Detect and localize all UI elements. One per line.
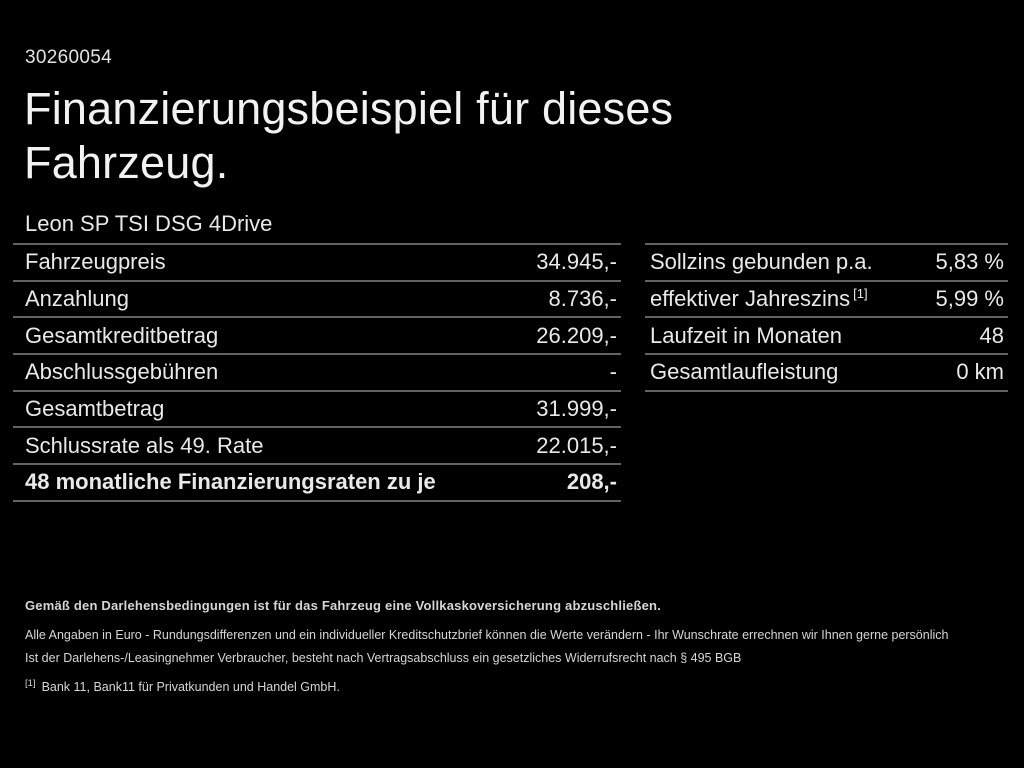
condition-row-effektiver-jahreszins: effektiver Jahreszins [1] 5,99 % xyxy=(645,279,1008,317)
finance-row-schlussrate: Schlussrate als 49. Rate 22.015,- xyxy=(13,426,621,463)
row-value: 5,99 % xyxy=(935,286,1005,312)
row-value: 48 xyxy=(979,322,1004,348)
row-value: 8.736,- xyxy=(548,286,618,312)
row-label: Gesamtlaufleistung xyxy=(650,359,839,385)
row-label: 48 monatliche Finanzierungsraten zu je xyxy=(25,469,436,495)
row-label: Abschlussgebühren xyxy=(25,359,219,385)
insurance-note: Gemäß den Darlehensbedingungen ist für d… xyxy=(25,598,662,613)
disclaimer-line-2: Ist der Darlehens-/Leasingnehmer Verbrau… xyxy=(25,651,742,665)
condition-row-sollzins: Sollzins gebunden p.a. 5,83 % xyxy=(645,243,1008,280)
condition-row-gesamtlaufleistung: Gesamtlaufleistung 0 km xyxy=(645,353,1008,390)
row-value: 34.945,- xyxy=(536,249,617,275)
row-label: Fahrzeugpreis xyxy=(25,249,166,275)
row-label: effektiver Jahreszins [1] xyxy=(650,285,868,312)
document-number: 30260054 xyxy=(25,47,112,68)
row-label: Laufzeit in Monaten xyxy=(650,322,843,348)
row-value: 22.015,- xyxy=(536,432,617,458)
footnote-reference-marker: [1] xyxy=(853,285,868,301)
row-label: Gesamtbetrag xyxy=(25,396,165,422)
finance-table: Fahrzeugpreis 34.945,- Anzahlung 8.736,-… xyxy=(13,243,621,502)
finance-row-monatsrate: 48 monatliche Finanzierungsraten zu je 2… xyxy=(13,463,621,500)
finance-row-gesamtkreditbetrag: Gesamtkreditbetrag 26.209,- xyxy=(13,316,621,353)
finance-row-anzahlung: Anzahlung 8.736,- xyxy=(13,279,621,317)
finance-row-gesamtbetrag: Gesamtbetrag 31.999,- xyxy=(13,389,621,427)
vehicle-model: Leon SP TSI DSG 4Drive xyxy=(25,211,273,236)
row-value: 31.999,- xyxy=(536,396,617,422)
finance-row-fahrzeugpreis: Fahrzeugpreis 34.945,- xyxy=(13,243,621,280)
bank-footnote: [1] Bank 11, Bank11 für Privatkunden und … xyxy=(25,677,993,694)
row-value: 0 km xyxy=(956,359,1004,385)
disclaimer-line-1: Alle Angaben in Euro - Rundungsdifferenz… xyxy=(25,628,949,642)
row-label: Anzahlung xyxy=(25,286,129,312)
condition-row-laufzeit: Laufzeit in Monaten 48 xyxy=(645,316,1008,353)
finance-row-abschlussgebuehren: Abschlussgebühren - xyxy=(13,353,621,390)
footer-notes: Gemäß den Darlehensbedingungen ist für d… xyxy=(25,598,993,694)
row-value: 208,- xyxy=(566,469,617,495)
row-label: Schlussrate als 49. Rate xyxy=(25,432,264,458)
row-label: Sollzins gebunden p.a. xyxy=(650,249,873,275)
row-value: - xyxy=(609,359,617,385)
footnote-text: Bank 11, Bank11 für Privatkunden und Han… xyxy=(41,680,340,694)
row-value: 26.209,- xyxy=(536,322,617,348)
conditions-table: Sollzins gebunden p.a. 5,83 % effektiver… xyxy=(645,243,1008,392)
footnote-marker: [1] xyxy=(25,677,36,689)
row-value: 5,83 % xyxy=(935,249,1005,275)
page-title: Finanzierungsbeispiel für dieses Fahrzeu… xyxy=(24,83,674,188)
row-label: Gesamtkreditbetrag xyxy=(25,322,219,348)
